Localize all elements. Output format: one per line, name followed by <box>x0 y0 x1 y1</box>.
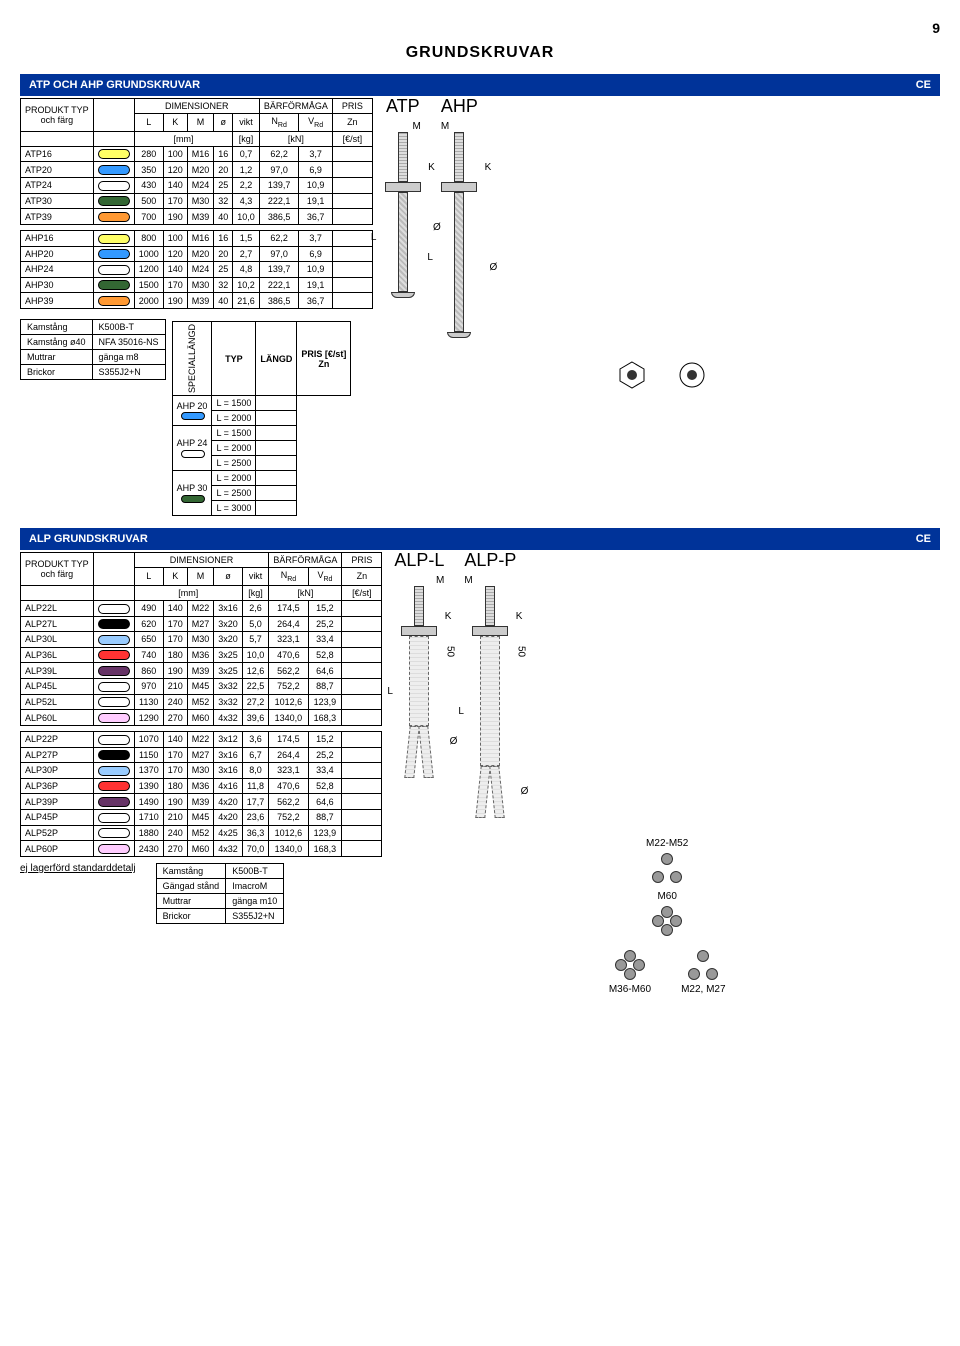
table-row: AHP 20L = 1500 <box>172 396 351 411</box>
atp-ahp-diagrams: ATP M K L Ø AHP M <box>385 96 940 340</box>
table-row: ALP36L 740180M363x2510,0 470,652,8 <box>21 647 382 663</box>
circle-icon <box>677 360 707 390</box>
cross-3-icon <box>652 853 682 883</box>
materials2-table: KamstångK500B-TGängad ståndImacroMMuttra… <box>156 863 285 924</box>
section2-header: ALP GRUNDSKRUVAR CE <box>20 528 940 550</box>
cross-4-icon <box>652 906 682 936</box>
table-row: ALP30L 650170M303x205,7 323,133,4 <box>21 632 382 648</box>
table-row: ALP60L 1290270M604x3239,6 1340,0168,3 <box>21 710 382 726</box>
table-row: AHP 30L = 2000 <box>172 471 351 486</box>
alp-diagrams: ALP-L M K 50 L Ø ALP-P M <box>394 550 940 818</box>
cross-4b-icon <box>615 950 645 980</box>
cross-3b-icon <box>688 950 718 980</box>
table-row: AHP30 1500170M303210,2 222,119,1 <box>21 277 373 293</box>
table-row: AHP16 800100M16161,5 62,23,7 <box>21 230 373 246</box>
table-row: ALP45P 1710210M454x2023,6 752,288,7 <box>21 810 382 826</box>
section2-ce: CE <box>916 533 931 545</box>
table-row: ALP27L 620170M273x205,0 264,425,2 <box>21 616 382 632</box>
table-row: AHP 24L = 1500 <box>172 426 351 441</box>
materials-table: KamstångK500B-TKamstång ø40NFA 35016-NSM… <box>20 319 166 380</box>
table-row: ATP39 700190M394010,0 386,536,7 <box>21 209 373 225</box>
table-row: AHP20 1000120M20202,7 97,06,9 <box>21 246 373 262</box>
table-row: ALP30P 1370170M303x168,0 323,133,4 <box>21 763 382 779</box>
footer-link[interactable]: ej lagerförd standarddetalj <box>20 863 136 874</box>
table-row: ATP16 280100M16160,7 62,23,7 <box>21 146 373 162</box>
table-row: ATP20 350120M20201,2 97,06,9 <box>21 162 373 178</box>
table-row: ALP22L 490140M223x162,6 174,515,2 <box>21 600 382 616</box>
section1-ce: CE <box>916 79 931 91</box>
table-row: ALP22P 1070140M223x123,6 174,515,2 <box>21 731 382 747</box>
table-row: ALP36P 1390180M364x1611,8 470,652,8 <box>21 778 382 794</box>
section1-header: ATP OCH AHP GRUNDSKRUVAR CE <box>20 74 940 96</box>
table-row: ALP39L 860190M393x2512,6 562,264,6 <box>21 663 382 679</box>
table-row: ALP39P 1490190M394x2017,7 562,264,6 <box>21 794 382 810</box>
section2-title: ALP GRUNDSKRUVAR <box>29 533 148 545</box>
table-row: ALP60P 2430270M604x3270,0 1340,0168,3 <box>21 841 382 857</box>
table-row: AHP24 1200140M24254,8 139,710,9 <box>21 262 373 278</box>
table-row: ALP45L 970210M453x3222,5 752,288,7 <box>21 679 382 695</box>
table-row: ATP24 430140M24252,2 139,710,9 <box>21 178 373 194</box>
special-length-table: SPECIALLÄNGD TYP LÄNGD PRIS [€/st]Zn AHP… <box>172 321 352 516</box>
table-row: ALP52L 1130240M523x3227,2 1012,6123,9 <box>21 694 382 710</box>
page-title: GRUNDSKRUVAR <box>20 44 940 62</box>
table-row: ATP30 500170M30324,3 222,119,1 <box>21 193 373 209</box>
table-row: AHP39 2000190M394021,6 386,536,7 <box>21 293 373 309</box>
page-number: 9 <box>20 20 940 36</box>
table-row: ALP52P 1880240M524x2536,3 1012,6123,9 <box>21 825 382 841</box>
section1-title: ATP OCH AHP GRUNDSKRUVAR <box>29 79 200 91</box>
table-row: ALP27P 1150170M273x166,7 264,425,2 <box>21 747 382 763</box>
hex-icon <box>617 360 647 390</box>
atp-ahp-table: PRODUKT TYPoch färg DIMENSIONER BÄRFÖRMÅ… <box>20 98 373 309</box>
alp-table: PRODUKT TYPoch färg DIMENSIONER BÄRFÖRMÅ… <box>20 552 382 857</box>
